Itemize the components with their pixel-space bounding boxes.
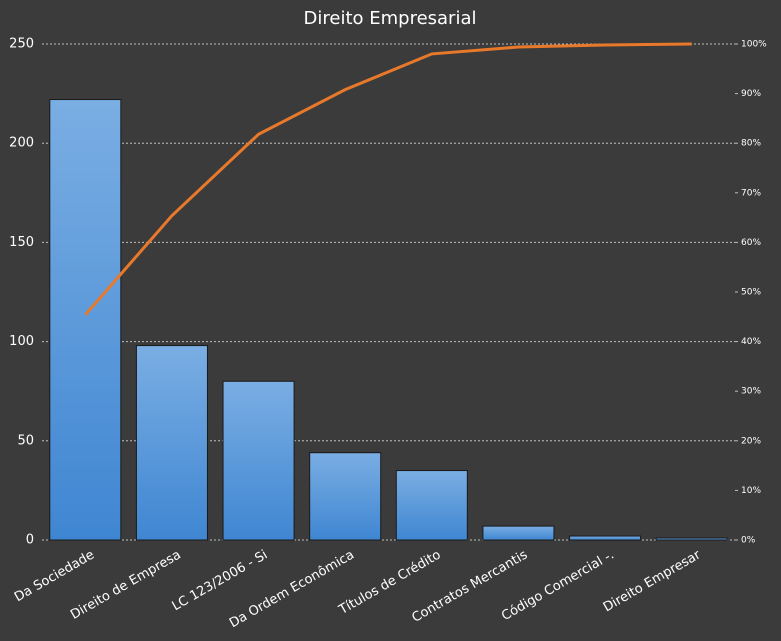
y2-tick-label: 30% — [741, 387, 761, 397]
bar — [655, 537, 728, 541]
x-tick-label: Direito Empresar — [601, 547, 704, 615]
y2-tick-label: 90% — [741, 89, 761, 99]
y-tick-label: 0 — [26, 533, 34, 548]
chart-title: Direito Empresarial — [304, 8, 477, 29]
y2-tick-label: 40% — [741, 337, 761, 347]
y2-tick-label: 0% — [741, 536, 756, 546]
bar — [309, 452, 382, 541]
y2-tick-label: 50% — [741, 288, 761, 298]
y2-tick-label: 80% — [741, 139, 761, 149]
y2-tick-label: 60% — [741, 238, 761, 248]
y2-tick-label: 20% — [741, 436, 761, 446]
y-tick-label: 250 — [9, 37, 34, 52]
y-tick-label: 100 — [9, 334, 34, 349]
bar — [49, 99, 122, 541]
bar — [222, 380, 295, 541]
y-tick-label: 200 — [9, 136, 34, 151]
y2-tick-label: 10% — [741, 486, 761, 496]
bar — [395, 470, 468, 541]
y-tick-label: 50 — [17, 433, 34, 448]
bar — [482, 525, 555, 541]
y2-tick-label: 100% — [741, 40, 767, 50]
y-tick-label: 150 — [9, 235, 34, 250]
line — [84, 42, 692, 316]
y2-tick-label: 70% — [741, 188, 761, 198]
bar — [569, 535, 642, 541]
bar — [135, 345, 208, 541]
x-tick-label: Da Sociedade — [12, 548, 97, 606]
